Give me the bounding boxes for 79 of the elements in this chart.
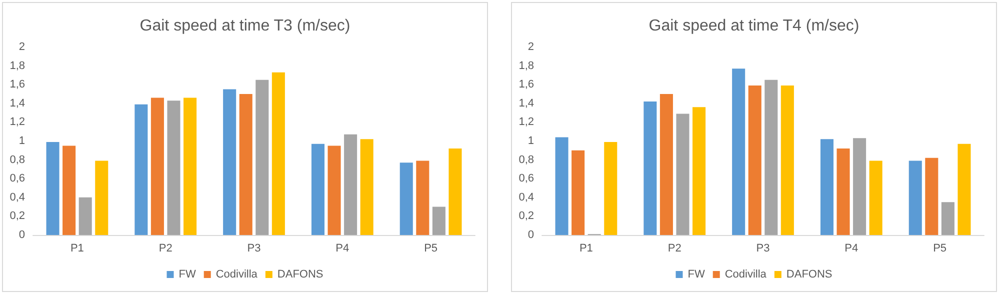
bar xyxy=(644,102,657,235)
bar xyxy=(732,68,746,235)
bar xyxy=(134,104,148,235)
bar xyxy=(836,148,850,235)
y-tick-label: 2 xyxy=(528,41,534,53)
bar xyxy=(604,142,618,235)
legend-label: DAFONS xyxy=(786,268,832,280)
y-tick-label: 1,6 xyxy=(10,78,25,91)
bar xyxy=(853,138,866,235)
y-tick-label: 1 xyxy=(528,135,534,147)
chart-title: Gait speed at time T4 (m/sec) xyxy=(648,18,860,34)
legend-label: FW xyxy=(178,268,196,280)
y-tick-label: 0,2 xyxy=(518,210,534,222)
bar xyxy=(184,98,197,235)
bar xyxy=(925,158,938,235)
y-tick-label: 1,2 xyxy=(518,116,534,128)
bar xyxy=(272,72,285,235)
bar xyxy=(692,107,706,235)
bar xyxy=(46,142,60,235)
x-tick-label: P2 xyxy=(158,242,172,254)
bar xyxy=(764,80,778,235)
x-tick-label: P3 xyxy=(247,242,261,254)
y-tick-label: 0 xyxy=(528,229,534,241)
y-tick-label: 1,8 xyxy=(10,60,25,72)
x-tick-label: P5 xyxy=(933,242,947,254)
bar xyxy=(62,146,76,235)
x-tick-label: P4 xyxy=(336,242,350,254)
y-tick-label: 1,8 xyxy=(518,60,534,72)
y-tick-label: 0,2 xyxy=(10,210,25,222)
bar xyxy=(311,144,324,235)
bar xyxy=(239,94,252,235)
y-tick-label: 0,6 xyxy=(10,172,25,185)
bar xyxy=(360,139,374,235)
y-tick-label: 1,4 xyxy=(518,97,534,110)
bar xyxy=(676,114,690,235)
bar xyxy=(780,86,794,235)
legend-label: FW xyxy=(688,268,706,280)
y-tick-label: 1,6 xyxy=(518,78,534,91)
x-tick-label: P2 xyxy=(668,242,682,254)
bar xyxy=(344,134,358,235)
bar xyxy=(660,94,673,235)
y-tick-label: 0,8 xyxy=(10,154,25,166)
bar xyxy=(328,146,341,235)
bar xyxy=(869,160,882,235)
y-tick-label: 0,8 xyxy=(518,154,534,166)
bar xyxy=(416,160,430,235)
x-tick-label: P1 xyxy=(579,242,593,254)
bar xyxy=(820,139,834,235)
y-tick-label: 0,6 xyxy=(518,172,534,185)
bar xyxy=(572,150,585,235)
x-tick-label: P3 xyxy=(756,242,770,254)
y-tick-label: 0,4 xyxy=(10,191,25,204)
x-tick-label: P5 xyxy=(424,242,438,254)
legend-label: Codivilla xyxy=(216,268,258,280)
bar xyxy=(400,162,413,235)
bar xyxy=(150,98,164,235)
y-tick-label: 0,4 xyxy=(518,191,534,204)
bar xyxy=(908,160,922,235)
bar xyxy=(78,197,92,235)
x-tick-label: P1 xyxy=(70,242,84,254)
legend-label: DAFONS xyxy=(277,268,324,280)
y-tick-label: 1,4 xyxy=(10,97,25,110)
bar xyxy=(941,202,954,235)
bar xyxy=(223,89,236,235)
bar xyxy=(432,206,446,235)
chart-title: Gait speed at time T3 (m/sec) xyxy=(140,18,350,34)
y-tick-label: 1,2 xyxy=(10,116,25,128)
bar xyxy=(448,148,462,235)
legend-label: Codivilla xyxy=(724,268,768,280)
bar xyxy=(958,144,971,235)
y-tick-label: 2 xyxy=(18,41,25,53)
y-tick-label: 0 xyxy=(18,229,25,241)
y-tick-label: 1 xyxy=(18,135,25,147)
x-tick-label: P4 xyxy=(844,242,858,254)
bar xyxy=(95,160,108,235)
bar xyxy=(256,80,269,235)
bar xyxy=(555,137,568,235)
bar xyxy=(167,100,180,235)
bar xyxy=(748,86,762,235)
